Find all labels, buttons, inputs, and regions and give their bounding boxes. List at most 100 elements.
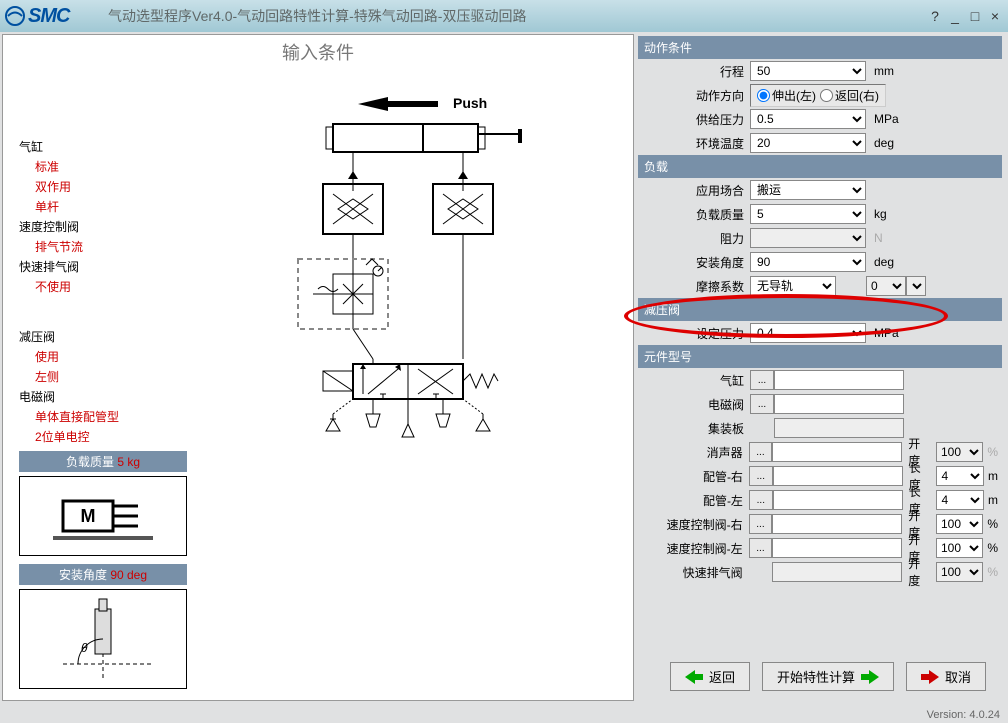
resist-select[interactable] (750, 228, 866, 248)
pneumatic-diagram: Push 0 (258, 79, 578, 459)
tree-item[interactable]: 不使用 (35, 277, 187, 297)
browse-button[interactable]: ... (749, 514, 773, 534)
dir-ret-input[interactable] (820, 89, 833, 102)
section-load: 负载 (638, 155, 1002, 178)
extra-unit: % (987, 541, 998, 555)
calc-button[interactable]: 开始特性计算 (762, 662, 894, 691)
browse-button[interactable]: ... (749, 466, 773, 486)
tree-item[interactable]: 标准 (35, 157, 187, 177)
browse-button[interactable]: ... (749, 538, 773, 558)
mass-label: 负载质量 (642, 206, 750, 223)
model-row: 电磁阀... (638, 392, 1002, 416)
browse-button[interactable]: ... (750, 370, 774, 390)
extra-select: 100 (936, 562, 983, 582)
tree-item[interactable]: 单杆 (35, 197, 187, 217)
logo: SMC (4, 5, 104, 27)
arrow-left-icon (685, 670, 703, 684)
svg-text:M: M (81, 506, 96, 526)
temp-label: 环境温度 (642, 135, 750, 152)
model-row: 速度控制阀-右...开度100% (638, 512, 1002, 536)
mass-icon: M (43, 486, 163, 546)
direction-label: 动作方向 (642, 87, 750, 104)
titlebar: SMC 气动选型程序Ver4.0-气动回路特性计算-特殊气动回路-双压驱动回路 … (0, 0, 1008, 32)
model-row: 消声器...开度100% (638, 440, 1002, 464)
load-band: 负载质量 5 kg (19, 451, 187, 472)
friction-coef-select[interactable]: 0 (866, 276, 906, 296)
tree-item[interactable]: 左侧 (35, 367, 187, 387)
model-input[interactable] (773, 466, 903, 486)
left-pane: 输入条件 气缸 标准 双作用 单杆 速度控制阀 排气节流 快速排气阀 不使用 减… (2, 34, 634, 701)
model-row: 气缸... (638, 368, 1002, 392)
extra-select[interactable]: 4 (936, 490, 984, 510)
model-row: 配管-左...长度4m (638, 488, 1002, 512)
temp-select[interactable]: 20 (750, 133, 866, 153)
supply-select[interactable]: 0.5 (750, 109, 866, 129)
angle-select[interactable]: 90 (750, 252, 866, 272)
back-button[interactable]: 返回 (670, 662, 750, 691)
model-row: 速度控制阀-左...开度100% (638, 536, 1002, 560)
extra-unit: % (987, 445, 998, 459)
load-illustration: M (19, 476, 187, 556)
tree-item[interactable]: 2位单电控 (35, 427, 187, 447)
help-icon[interactable]: ? (926, 8, 944, 24)
stroke-select[interactable]: 50 (750, 61, 866, 81)
model-label: 消声器 (642, 444, 749, 461)
model-label: 配管-右 (642, 468, 749, 485)
model-input[interactable] (774, 418, 904, 438)
tree-cylinder-sub: 标准 双作用 单杆 (19, 157, 187, 217)
model-input[interactable] (773, 490, 903, 510)
section-pressure: 减压阀 (638, 298, 1002, 321)
window-controls: ? _ □ × (926, 8, 1004, 24)
setpressure-select[interactable]: 0.4 (750, 323, 866, 343)
tree-pressure-valve[interactable]: 减压阀 (19, 327, 187, 347)
tree-speed-valve[interactable]: 速度控制阀 (19, 217, 187, 237)
close-icon[interactable]: × (986, 8, 1004, 24)
tree-item[interactable]: 排气节流 (35, 237, 187, 257)
extra-select[interactable]: 100 (936, 514, 983, 534)
browse-button[interactable]: ... (749, 490, 773, 510)
dir-out-input[interactable] (757, 89, 770, 102)
use-select[interactable]: 搬运 (750, 180, 866, 200)
tree-item[interactable]: 双作用 (35, 177, 187, 197)
tree-solenoid[interactable]: 电磁阀 (19, 387, 187, 407)
browse-button[interactable]: ... (749, 442, 773, 462)
model-input[interactable] (772, 538, 902, 558)
tree-item[interactable]: 使用 (35, 347, 187, 367)
friction-extra-select[interactable] (906, 276, 926, 296)
version-text: Version: 4.0.24 (927, 709, 1000, 721)
mass-select[interactable]: 5 (750, 204, 866, 224)
model-input[interactable] (774, 394, 904, 414)
page-title: 输入条件 (3, 35, 633, 69)
maximize-icon[interactable]: □ (966, 8, 984, 24)
extra-unit: % (987, 565, 998, 579)
setpressure-unit: MPa (874, 326, 904, 340)
dir-out-radio[interactable]: 伸出(左) (757, 87, 816, 104)
logo-swirl-icon (4, 5, 28, 27)
cancel-button[interactable]: 取消 (906, 662, 986, 691)
model-input[interactable] (772, 514, 902, 534)
model-row: 集装板 (638, 416, 1002, 440)
push-label: Push (453, 95, 487, 111)
model-input[interactable] (774, 370, 904, 390)
model-row: 配管-右...长度4m (638, 464, 1002, 488)
angle-illustration: θ (19, 589, 187, 689)
browse-button[interactable]: ... (750, 394, 774, 414)
extra-select[interactable]: 4 (936, 466, 984, 486)
dir-ret-radio[interactable]: 返回(右) (820, 87, 879, 104)
minimize-icon[interactable]: _ (946, 8, 964, 24)
use-label: 应用场合 (642, 182, 750, 199)
extra-select[interactable]: 100 (936, 538, 983, 558)
load-band-value: 5 kg (117, 455, 140, 469)
titlebar-text: 气动选型程序Ver4.0-气动回路特性计算-特殊气动回路-双压驱动回路 (108, 6, 926, 26)
friction-label: 摩擦系数 (642, 278, 750, 295)
model-input[interactable] (772, 562, 902, 582)
angle-band-label: 安装角度 (59, 568, 107, 582)
model-label: 集装板 (642, 420, 750, 437)
friction-select[interactable]: 无导轨 (750, 276, 836, 296)
tree-item[interactable]: 单体直接配管型 (35, 407, 187, 427)
tree-cylinder[interactable]: 气缸 (19, 137, 187, 157)
back-label: 返回 (709, 667, 735, 686)
model-input[interactable] (772, 442, 902, 462)
setpressure-label: 设定压力 (642, 325, 750, 342)
tree-quick-exhaust[interactable]: 快速排气阀 (19, 257, 187, 277)
